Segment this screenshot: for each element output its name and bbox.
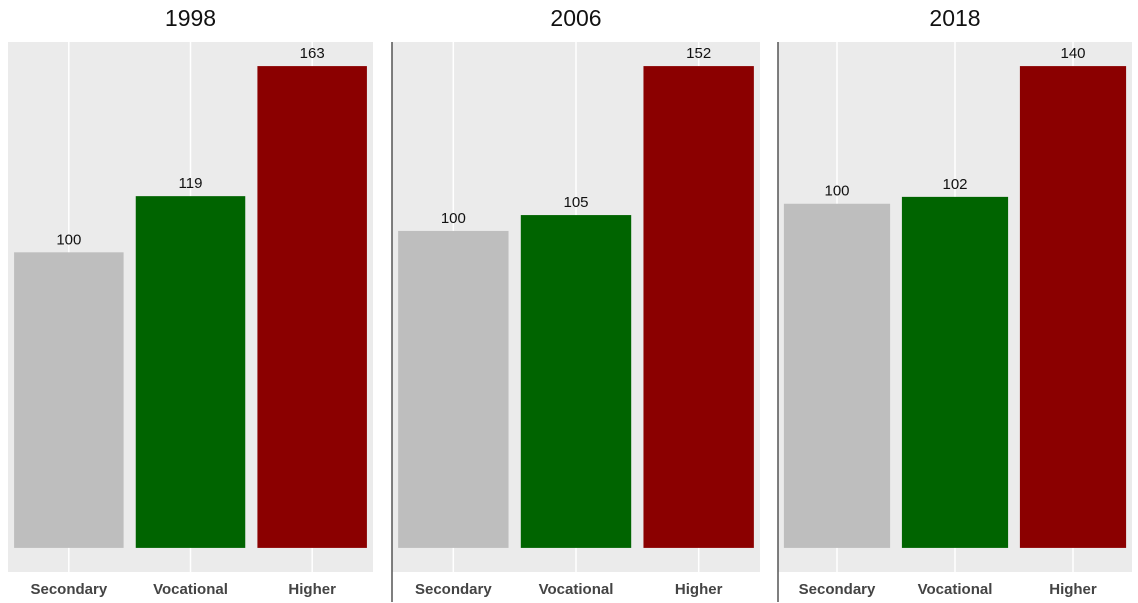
panel-title: 2018 [929,5,980,31]
value-label: 140 [1060,45,1085,62]
bar [257,66,367,548]
x-tick-label: Secondary [30,581,107,598]
value-label: 119 [179,175,203,192]
value-label: 105 [563,194,588,211]
x-tick-label: Secondary [415,581,492,598]
bar [901,196,1009,548]
x-tick-label: Secondary [799,581,876,598]
bar [14,252,124,548]
bar [1019,66,1127,548]
bar [398,230,509,548]
bar [135,196,246,548]
x-tick-label: Higher [675,581,723,598]
x-tick-label: Higher [288,581,336,598]
x-tick-label: Higher [1049,581,1097,598]
value-label: 152 [686,45,711,62]
value-label: 100 [824,183,849,200]
value-label: 102 [942,176,967,193]
panel-title: 1998 [165,5,216,31]
bar [520,215,632,548]
x-tick-label: Vocational [153,581,228,598]
value-label: 163 [300,45,325,62]
x-tick-label: Vocational [539,581,614,598]
bar [783,203,891,548]
bar [643,66,754,548]
value-label: 100 [56,231,81,248]
value-label: 100 [441,210,466,227]
x-tick-label: Vocational [918,581,993,598]
panel-title: 2006 [550,5,601,31]
